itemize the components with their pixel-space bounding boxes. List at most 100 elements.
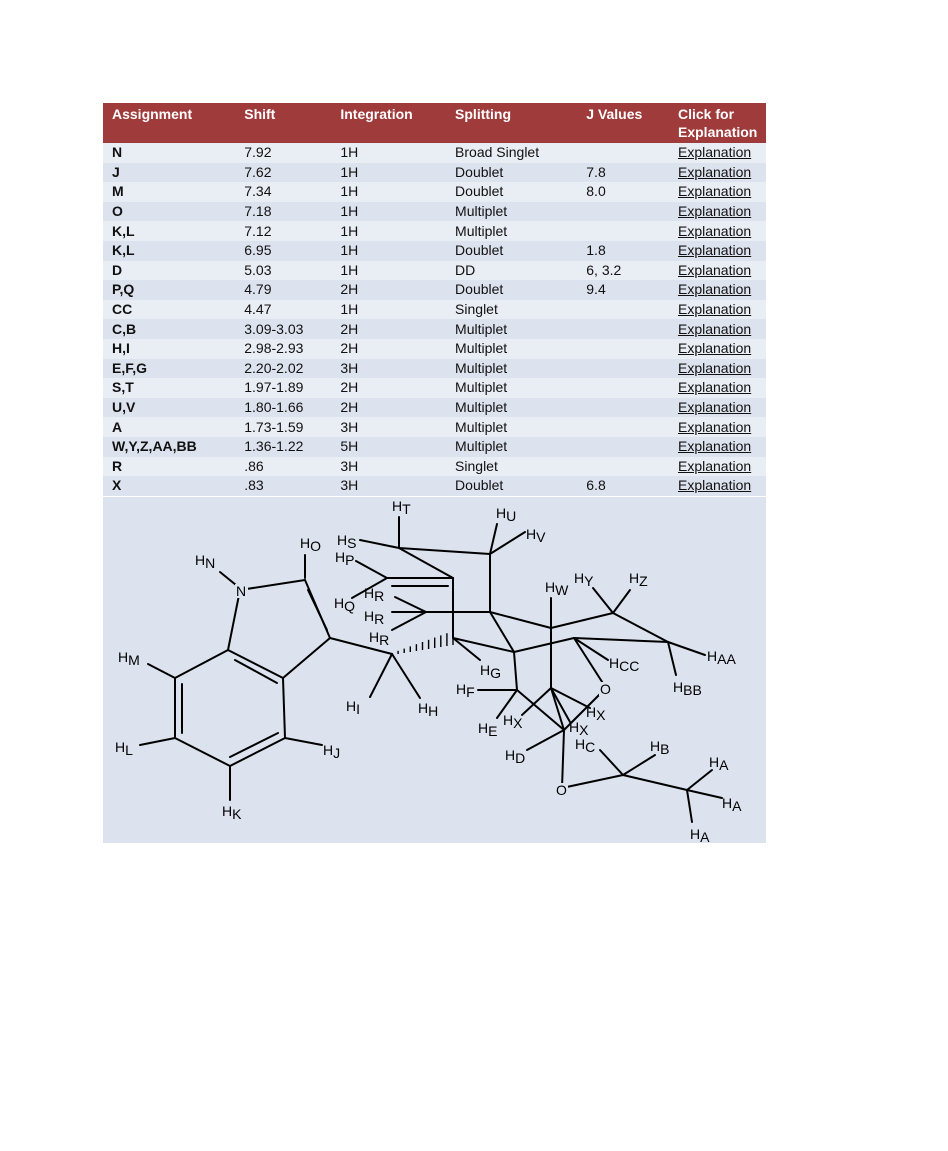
- table-header: Assignment Shift Integration Splitting J…: [103, 103, 766, 143]
- cell-explanation-link[interactable]: Explanation: [669, 476, 766, 496]
- bond: [686, 789, 693, 823]
- bond: [234, 659, 278, 684]
- cell-shift: 7.18: [235, 201, 332, 222]
- table-row: O 7.18 1H Multiplet Explanation: [103, 201, 766, 222]
- cell-assignment: W,Y,Z,AA,BB: [103, 436, 236, 457]
- cell-j-values: [577, 338, 669, 359]
- cell-j-values: [577, 378, 669, 398]
- table-row: P,Q 4.79 2H Doublet 9.4 Explanation: [103, 280, 766, 300]
- hydrogen-label: HJ: [323, 742, 340, 761]
- hydrogen-label: HS: [337, 532, 356, 551]
- cell-assignment: X: [103, 476, 236, 496]
- cell-splitting: Multiplet: [446, 397, 578, 418]
- bond: [139, 737, 176, 746]
- hydrogen-label: HV: [526, 526, 546, 545]
- table-row: U,V 1.80-1.66 2H Multiplet Explanation: [103, 397, 766, 418]
- cell-j-values: 6.8: [577, 476, 669, 496]
- cell-splitting: DD: [446, 260, 578, 281]
- nmr-table: Assignment Shift Integration Splitting J…: [103, 103, 766, 496]
- table-row: C,B 3.09-3.03 2H Multiplet Explanation: [103, 319, 766, 339]
- cell-splitting: Doublet: [446, 280, 578, 300]
- cell-explanation-link[interactable]: Explanation: [669, 221, 766, 241]
- cell-assignment: M: [103, 182, 236, 202]
- table-row: X .83 3H Doublet 6.8 Explanation: [103, 476, 766, 496]
- cell-explanation-link[interactable]: Explanation: [669, 201, 766, 222]
- bond: [391, 653, 421, 699]
- bond: [573, 637, 609, 661]
- bond: [398, 547, 491, 555]
- cell-assignment: S,T: [103, 378, 236, 398]
- cell-integration: 1H: [331, 260, 447, 281]
- hydrogen-label: HT: [392, 498, 411, 517]
- cell-assignment: CC: [103, 299, 236, 320]
- hydrogen-label: HW: [545, 579, 569, 598]
- cell-j-values: [577, 201, 669, 222]
- hydrogen-label: HZ: [629, 570, 648, 589]
- bond: [489, 531, 526, 555]
- hydrogen-label: HA: [722, 795, 742, 814]
- bond: [307, 589, 328, 631]
- cell-integration: 2H: [331, 338, 447, 359]
- cell-assignment: R: [103, 456, 236, 477]
- cell-integration: 3H: [331, 456, 447, 477]
- cell-explanation-link[interactable]: Explanation: [669, 162, 766, 183]
- cell-explanation-link[interactable]: Explanation: [669, 240, 766, 261]
- cell-shift: 4.47: [235, 299, 332, 320]
- hydrogen-label: HD: [505, 747, 525, 766]
- cell-assignment: P,Q: [103, 280, 236, 300]
- bond: [174, 737, 231, 767]
- cell-assignment: K,L: [103, 221, 236, 241]
- hydrogen-label: HC: [575, 736, 595, 755]
- cell-explanation-link[interactable]: Explanation: [669, 260, 766, 281]
- cell-explanation-link[interactable]: Explanation: [669, 143, 766, 163]
- cell-explanation-link[interactable]: Explanation: [669, 397, 766, 418]
- cell-explanation-link[interactable]: Explanation: [669, 319, 766, 339]
- bond: [239, 579, 306, 591]
- hydrogen-label: HX: [586, 704, 606, 723]
- table-row: N 7.92 1H Broad Singlet Explanation: [103, 143, 766, 163]
- bond: [622, 754, 656, 776]
- cell-explanation-link[interactable]: Explanation: [669, 417, 766, 437]
- bond: [550, 687, 571, 723]
- cell-splitting: Multiplet: [446, 338, 578, 359]
- bond: [521, 687, 552, 716]
- cell-assignment: N: [103, 143, 236, 163]
- hydrogen-label: HA: [709, 754, 729, 773]
- atom-label: N: [236, 583, 246, 599]
- cell-splitting: Multiplet: [446, 436, 578, 457]
- cell-j-values: 9.4: [577, 280, 669, 300]
- cell-explanation-link[interactable]: Explanation: [669, 378, 766, 398]
- bond: [622, 774, 688, 791]
- cell-explanation-link[interactable]: Explanation: [669, 299, 766, 320]
- cell-integration: 2H: [331, 397, 447, 418]
- cell-shift: 7.62: [235, 162, 332, 183]
- hydrogen-label: HH: [418, 700, 438, 719]
- header-shift: Shift: [235, 103, 332, 143]
- cell-j-values: [577, 417, 669, 437]
- cell-integration: 2H: [331, 378, 447, 398]
- cell-shift: 7.92: [235, 143, 332, 163]
- cell-explanation-link[interactable]: Explanation: [669, 436, 766, 457]
- header-j-values: J Values: [577, 103, 669, 143]
- hydrogen-label: HG: [480, 662, 501, 681]
- cell-explanation-link[interactable]: Explanation: [669, 280, 766, 300]
- table-row: A 1.73-1.59 3H Multiplet Explanation: [103, 417, 766, 437]
- cell-assignment: O: [103, 201, 236, 222]
- cell-shift: 7.12: [235, 221, 332, 241]
- bond: [599, 749, 624, 776]
- bond: [452, 637, 481, 661]
- cell-j-values: [577, 299, 669, 320]
- cell-explanation-link[interactable]: Explanation: [669, 182, 766, 202]
- table-row: K,L 7.12 1H Multiplet Explanation: [103, 221, 766, 241]
- cell-explanation-link[interactable]: Explanation: [669, 338, 766, 359]
- table-row: CC 4.47 1H Singlet Explanation: [103, 299, 766, 320]
- cell-explanation-link[interactable]: Explanation: [669, 456, 766, 477]
- bond: [219, 571, 237, 586]
- hydrogen-label: HX: [569, 719, 589, 738]
- hydrogen-label: HR: [369, 629, 389, 648]
- header-integration: Integration: [331, 103, 447, 143]
- cell-explanation-link[interactable]: Explanation: [669, 358, 766, 379]
- cell-integration: 1H: [331, 143, 447, 163]
- bond: [174, 649, 229, 679]
- cell-splitting: Singlet: [446, 456, 578, 477]
